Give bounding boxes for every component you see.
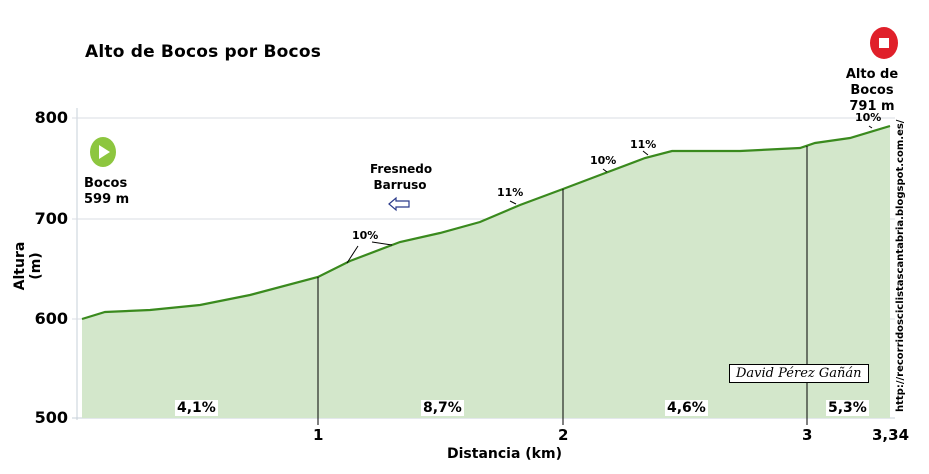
y-tick-800: 800	[34, 108, 68, 127]
grade-label-5: 10%	[855, 111, 882, 124]
x-tick-1: 1	[313, 426, 324, 444]
segment-grade-2: 8,7%	[421, 400, 464, 416]
start-name: Bocos	[84, 176, 128, 191]
x-axis-label: Distancia (km)	[447, 446, 562, 462]
grade-label-4: 11%	[630, 138, 657, 151]
x-tick-end: 3,34	[872, 426, 910, 444]
grade-label-3: 10%	[590, 154, 617, 167]
start-label: Bocos 599 m	[84, 176, 129, 208]
y-axis-label: Altura (m)	[12, 241, 44, 291]
x-tick-2: 2	[558, 426, 569, 444]
y-tick-700: 700	[34, 209, 68, 228]
profile-line	[81, 124, 891, 321]
y-tick-500: 500	[34, 408, 68, 427]
end-label: Alto de Bocos 791 m	[822, 67, 922, 115]
end-altitude: 791 m	[849, 99, 895, 114]
waypoint-label: Fresnedo Barruso	[370, 162, 433, 192]
source-url: http://recorridosciclistascantabria.blog…	[895, 119, 906, 412]
chart-title: Alto de Bocos por Bocos	[85, 42, 322, 62]
segment-grade-3: 4,6%	[665, 400, 708, 416]
profile-area	[82, 126, 890, 418]
start-altitude: 599 m	[84, 192, 130, 207]
end-name: Alto de Bocos	[845, 67, 899, 98]
y-tick-600: 600	[34, 309, 68, 328]
x-tick-3: 3	[802, 426, 813, 444]
segment-grade-1: 4,1%	[175, 400, 218, 416]
grade-label-2: 11%	[497, 186, 524, 199]
grade-label-1: 10%	[352, 229, 379, 242]
author-signature: David Pérez Gañán	[729, 364, 869, 383]
segment-grade-4: 5,3%	[826, 400, 869, 416]
arrow-left-icon	[388, 196, 410, 212]
